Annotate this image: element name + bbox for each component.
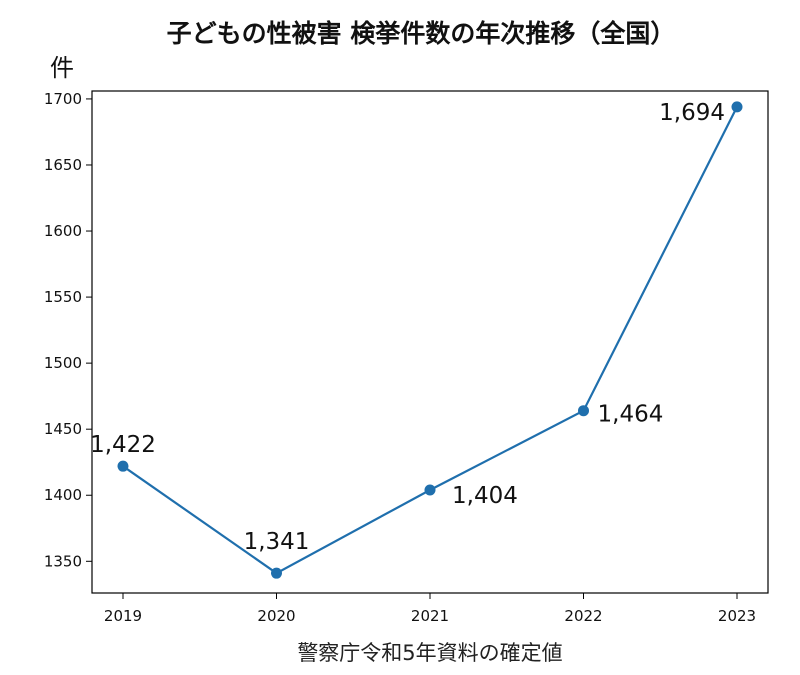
data-label: 1,694: [659, 100, 725, 126]
y-tick-label: 1600: [44, 222, 82, 240]
y-tick-label: 1650: [44, 156, 82, 174]
data-label: 1,341: [244, 529, 310, 555]
data-point: [731, 101, 743, 113]
y-tick-label: 1500: [44, 354, 82, 372]
x-tick-label: 2020: [257, 607, 295, 625]
data-point: [578, 405, 589, 417]
data-point: [117, 460, 129, 472]
y-tick-label: 1450: [44, 420, 82, 438]
source-note: 警察庁令和5年資料の確定値: [297, 641, 562, 665]
data-point: [271, 567, 282, 579]
x-tick-label: 2022: [564, 607, 602, 625]
data-point: [424, 484, 436, 496]
y-tick-label: 1700: [44, 90, 82, 108]
y-tick-label: 1550: [44, 288, 82, 306]
x-tick-label: 2019: [104, 607, 142, 625]
plot-area: 1350 1400 1450 1500 1550 1600 1650 1700 2019 2020…: [44, 90, 769, 625]
x-tick-label: 2023: [718, 607, 756, 625]
chart-title: 子どもの性被害 検挙件数の年次推移（全国）: [167, 19, 676, 48]
data-label: 1,404: [452, 483, 518, 509]
plot-frame: [91, 90, 769, 594]
data-label: 1,422: [90, 432, 156, 458]
data-label: 1,464: [598, 402, 664, 428]
series-line: [122, 106, 738, 575]
x-tick-label: 2021: [411, 607, 449, 625]
y-tick-label: 1350: [44, 552, 82, 570]
y-tick-label: 1400: [44, 486, 82, 504]
y-axis-label: 件: [50, 54, 74, 82]
